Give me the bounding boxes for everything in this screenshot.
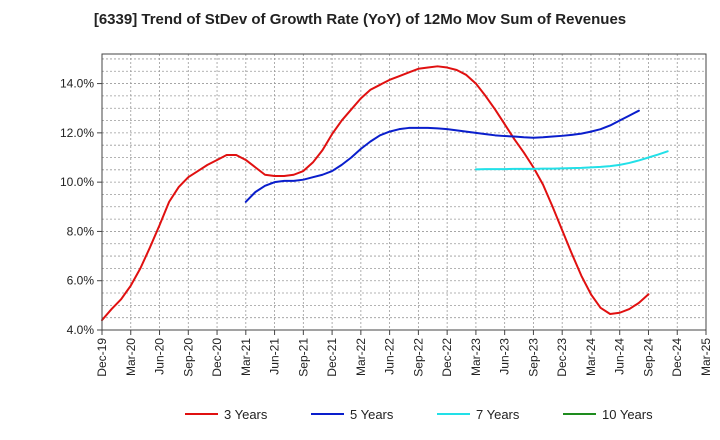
y-tick-label: 8.0% [67,224,95,238]
x-tick-label: Dec-19 [95,338,109,377]
legend: 3 Years 5 Years 7 Years 10 Years [185,407,653,422]
x-tick-label: Sep-23 [526,338,540,377]
x-tick-label: Mar-22 [354,338,368,376]
x-tick-label: Dec-20 [210,338,224,377]
x-tick-label: Mar-21 [239,338,253,376]
x-tick-label: Jun-23 [498,338,512,375]
x-tick-label: Jun-24 [613,338,627,375]
x-tick-label: Sep-22 [411,338,425,377]
x-tick-label: Dec-24 [670,338,684,377]
plot-frame [101,53,707,331]
x-tick-label: Sep-21 [296,338,310,377]
y-tick-label: 10.0% [60,175,94,189]
y-tick-label: 4.0% [67,323,95,337]
x-tick-label: Sep-24 [641,338,655,377]
x-tick-label: Sep-20 [181,338,195,377]
series-line-3-years [101,65,650,322]
x-tick-label: Dec-23 [555,338,569,377]
legend-label: 5 Years [350,407,394,422]
series-lines [101,65,669,322]
series-line-7-years [474,150,669,171]
y-axis-ticks: 4.0% 6.0% 8.0% 10.0% 12.0% 14.0% [60,77,102,337]
x-tick-label: Mar-25 [699,338,713,376]
x-tick-label: Jun-22 [383,338,397,375]
x-tick-label: Mar-23 [469,338,483,376]
plot-area [102,54,706,330]
x-axis-ticks: Dec-19 Mar-20 Jun-20 Sep-20 Dec-20 Mar-21 Jun-… [95,330,713,377]
chart-title: [6339] Trend of StDev of Growth Rate (Yo… [94,11,626,28]
x-tick-label: Jun-20 [153,338,167,375]
legend-label: 7 Years [476,407,520,422]
y-tick-label: 12.0% [60,126,94,140]
x-tick-label: Dec-21 [325,338,339,377]
grid-lines [101,54,707,331]
y-tick-label: 6.0% [67,274,95,288]
legend-label: 3 Years [224,407,268,422]
series-line-5-years [244,109,640,203]
x-tick-label: Dec-22 [440,338,454,377]
x-tick-label: Mar-24 [584,338,598,376]
legend-label: 10 Years [602,407,653,422]
y-tick-label: 14.0% [60,77,94,91]
x-tick-label: Mar-20 [124,338,138,376]
x-tick-label: Jun-21 [268,338,282,375]
